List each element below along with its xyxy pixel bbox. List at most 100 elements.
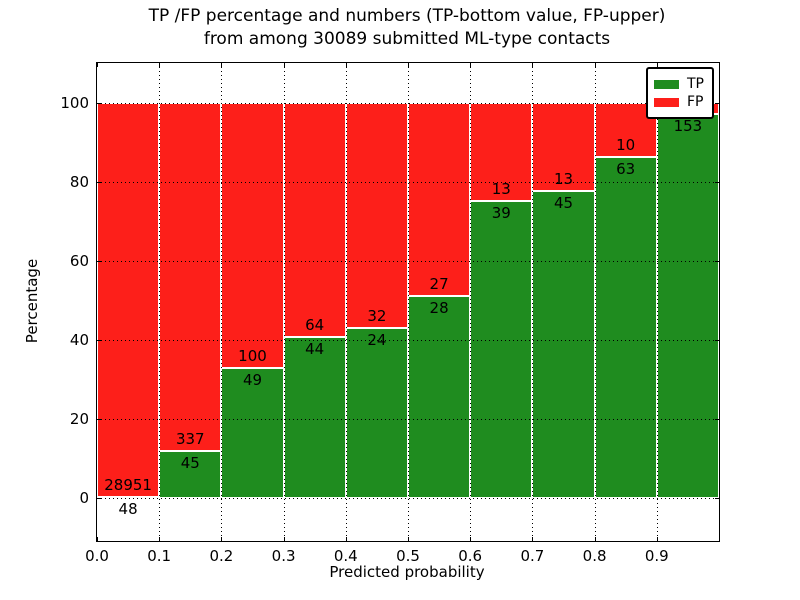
y-tick-mark [97,181,101,183]
y-tick-label: 80 [69,172,89,191]
y-tick-mark-right [715,339,719,341]
bar-segment-tp [470,201,533,498]
x-tick-mark-top [594,63,596,67]
legend-swatch-tp-icon [654,79,679,89]
gridline-vertical [656,63,658,541]
x-tick-mark-top [97,63,98,67]
bar-segment-fp [221,102,284,368]
x-tick-mark-top [283,63,285,67]
bar-segment-fp [159,102,222,451]
gridline-vertical [345,63,347,541]
x-axis-label: Predicted probability [329,563,485,581]
bar-count-label-tp: 24 [367,331,387,350]
gridline-vertical [594,63,596,541]
legend-entry-fp: FP [654,94,706,110]
y-axis-label: Percentage [23,258,41,344]
bar-count-label-tp: 45 [553,194,574,213]
bar-segment-fp [345,102,408,329]
bar-count-label-tp: 153 [673,117,703,136]
x-tick-label: 0.9 [644,547,669,565]
gridline-vertical [283,63,285,541]
x-tick-mark-top [408,63,409,67]
bar-count-label-fp: 28951 [104,475,152,494]
bar-segment-tp [656,114,719,498]
bar-segment-tp [345,328,408,498]
bar-count-label-tp: 45 [180,454,200,472]
legend-entry-tp: TP [654,76,706,92]
legend-label-fp: FP [687,94,704,110]
y-tick-mark [97,339,101,341]
y-tick-mark-right [715,497,719,499]
bar-count-label-tp: 39 [491,204,511,223]
y-tick-mark [97,260,101,262]
x-tick-mark [345,537,347,541]
gridline-vertical [408,63,409,541]
bar-segment-fp [408,102,471,297]
x-tick-label: 0.4 [333,547,358,565]
y-tick-mark [97,418,101,420]
chart-title-line1: TP /FP percentage and numbers (TP-bottom… [148,6,666,26]
x-tick-mark-top [470,63,472,67]
y-tick-mark-right [715,181,719,183]
chart-title-line2: from among 30089 submitted ML-type conta… [203,29,611,49]
x-tick-label: 0.2 [209,547,234,565]
y-tick-label: 40 [69,330,89,349]
x-tick-mark-top [159,63,161,67]
bar-count-label-fp: 13 [553,170,574,189]
x-tick-mark-top [532,63,534,67]
gridline-horizontal [97,418,719,420]
y-tick-label: 60 [69,251,89,270]
x-tick-label: 0.6 [458,547,483,565]
y-tick-label: 20 [69,409,89,428]
x-tick-label: 0.1 [147,547,172,565]
x-tick-mark [656,537,658,541]
bar-segment-fp [532,102,595,192]
gridline-horizontal [97,339,719,341]
legend-swatch-fp-icon [654,97,679,107]
bar-count-label-tp: 49 [242,370,263,389]
bar-count-label-fp: 27 [429,275,449,294]
x-tick-mark-top [221,63,223,67]
x-tick-mark [470,537,472,541]
bar-count-label-tp: 44 [305,339,325,358]
y-tick-label: 100 [60,93,89,112]
x-tick-label: 0.0 [85,547,109,565]
legend: TP FP [646,67,714,119]
bar-segment-tp [283,336,346,498]
x-tick-mark [97,537,98,541]
bar-count-label-tp: 63 [616,159,636,178]
x-tick-label: 0.7 [520,547,545,565]
chart-title: TP /FP percentage and numbers (TP-bottom… [96,5,718,51]
x-tick-mark-top [656,63,658,67]
x-tick-mark [408,537,409,541]
bar-segment-fp [283,102,346,337]
bar-segment-tp [532,191,595,498]
bar-segment-tp [408,296,471,498]
bar-count-label-fp: 10 [616,135,636,154]
y-tick-mark [97,497,101,499]
x-tick-mark [221,537,223,541]
x-tick-mark [159,537,161,541]
gridline-horizontal [97,181,719,183]
gridline-vertical [532,63,534,541]
bar-segment-fp [97,102,160,497]
bar-segment-tp [159,451,222,498]
bar-count-label-fp: 337 [175,430,205,448]
gridline-horizontal [97,497,719,499]
y-tick-mark [97,102,101,104]
gridline-vertical [159,63,161,541]
plot-area: 28951 48 337 45 100 49 64 44 32 24 27 28 13 39 13 45 10 6… [60,62,720,565]
x-tick-label: 0.3 [271,547,296,565]
y-tick-mark-right [715,102,719,104]
bar-count-label-fp: 32 [367,307,387,326]
gridline-horizontal [97,260,719,262]
y-tick-mark-right [715,260,719,262]
bar-count-label-tp: 28 [429,299,449,318]
bar-count-label-fp: 100 [238,346,267,365]
bar-segment-tp [594,156,657,498]
gridline-vertical [221,63,223,541]
bar-count-label-fp: 64 [305,315,325,334]
x-tick-mark [594,537,596,541]
x-tick-mark [532,537,534,541]
